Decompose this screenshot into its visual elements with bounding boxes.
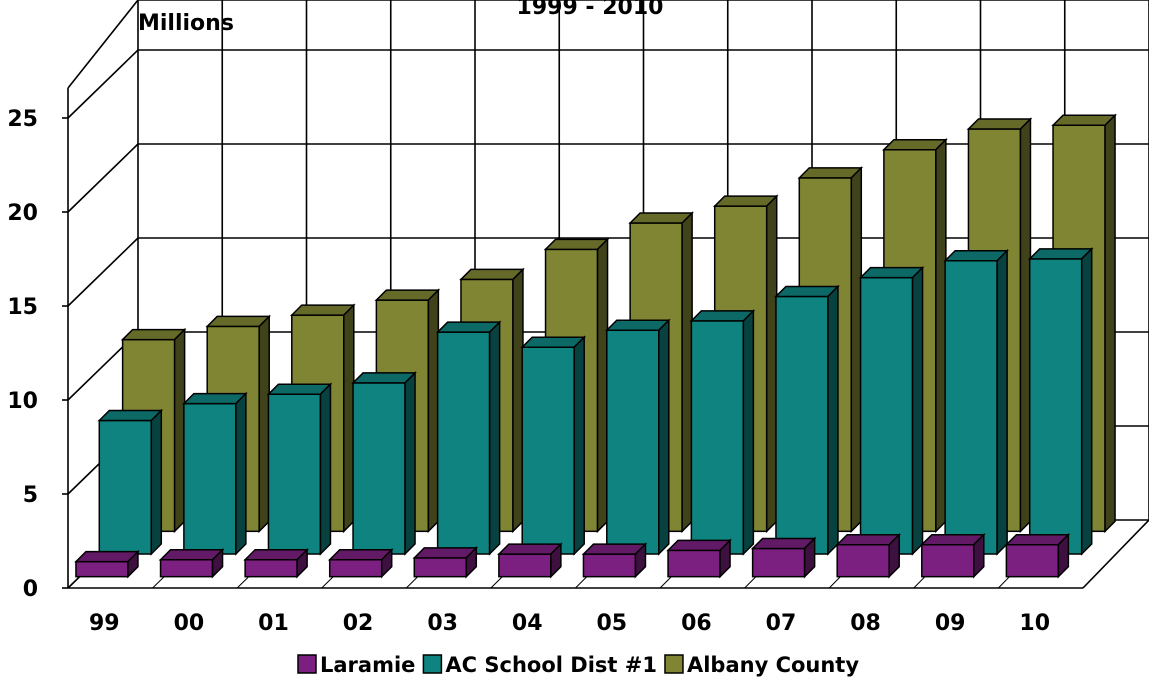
legend-label: AC School Dist #1 (445, 653, 657, 677)
bar (604, 318, 671, 556)
chart-title: 1999 - 2010 (517, 0, 664, 20)
legend-swatch (422, 654, 443, 674)
bar (435, 320, 502, 556)
bar (750, 536, 817, 579)
bar (689, 309, 756, 556)
gridline-side (67, 49, 139, 119)
bar (182, 391, 248, 556)
legend-label: Laramie (320, 653, 415, 677)
x-tick-label: 02 (343, 611, 374, 636)
x-tick-label: 04 (512, 611, 543, 636)
bar (943, 248, 1009, 556)
x-tick-label: 05 (596, 611, 627, 636)
y-tick-label: 10 (7, 389, 38, 414)
gridline-side (67, 237, 139, 307)
chart-bars (74, 113, 1117, 579)
bar (774, 284, 840, 556)
bar (351, 371, 417, 556)
chart-legend: Laramie AC School Dist #1 Albany County (297, 653, 859, 677)
bar (74, 549, 140, 579)
floor-right-edge (1082, 519, 1149, 589)
x-tick-label: 01 (258, 611, 289, 636)
gridline-side (67, 143, 139, 213)
legend-swatch (664, 654, 684, 674)
bar (1027, 247, 1094, 556)
bar (835, 532, 902, 579)
bar (520, 335, 587, 556)
y-tick-label: 20 (7, 201, 38, 226)
y-tick-label: 5 (23, 483, 38, 508)
bar (243, 547, 309, 579)
x-tick-label: 03 (427, 611, 458, 636)
bar (919, 532, 986, 579)
bar (97, 408, 164, 556)
x-tick-label: 06 (681, 611, 712, 636)
bar (158, 547, 225, 579)
x-tick-label: 07 (766, 611, 797, 636)
bar (266, 382, 333, 556)
y-tick-label: 0 (23, 577, 38, 602)
x-tick-label: 00 (174, 611, 205, 636)
y-tick-label: 25 (7, 107, 38, 132)
bar (581, 542, 648, 579)
bar (858, 265, 925, 556)
x-tick-label: 99 (89, 611, 120, 636)
bar (666, 538, 732, 579)
bar (1004, 532, 1071, 579)
x-tick-label: 10 (1019, 611, 1050, 636)
legend-swatch (297, 654, 317, 674)
bar (412, 546, 479, 579)
bar (327, 547, 394, 579)
legend-label: Albany County (687, 653, 859, 677)
bar (497, 542, 563, 579)
side-top-line (67, 0, 139, 89)
x-tick-label: 09 (935, 611, 966, 636)
y-tick-label: 15 (7, 295, 38, 320)
y-axis-label: Millions (138, 11, 234, 36)
x-tick-label: 08 (850, 611, 881, 636)
